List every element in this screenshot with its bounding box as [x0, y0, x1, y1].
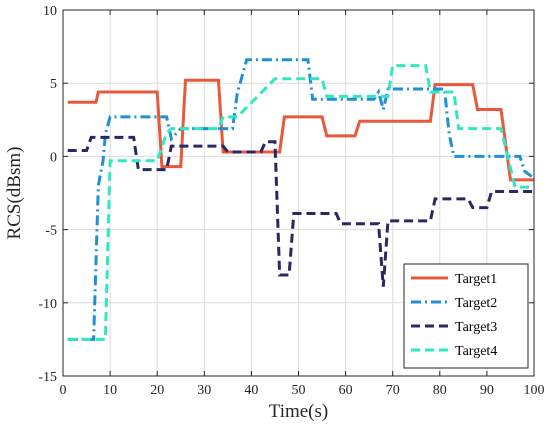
y-tick-label: -10	[38, 297, 57, 312]
y-tick-label: -15	[38, 370, 57, 385]
y-tick-label: -5	[45, 224, 57, 239]
x-tick-label: 40	[244, 383, 258, 398]
legend-label-target4: Target4	[455, 344, 497, 359]
axis-ticks: 0 10 20 30 40 50 60 70 80 90 100 -15 -10 -5 0 5 10	[38, 4, 544, 398]
x-tick-label: 20	[150, 383, 164, 398]
series-group	[67, 58, 535, 341]
x-tick-label: 0	[60, 383, 67, 398]
x-tick-label: 30	[197, 383, 211, 398]
y-axis-title: RCS(dBsm)	[4, 147, 25, 240]
x-tick-label: 50	[292, 383, 306, 398]
y-tick-label: 10	[43, 4, 57, 19]
legend-entry-target4: Target4	[411, 344, 497, 359]
x-tick-label: 60	[339, 383, 353, 398]
legend: Target1 Target2 Target3 Target4	[403, 263, 529, 369]
x-tick-label: 90	[480, 383, 494, 398]
legend-box	[403, 263, 529, 369]
x-tick-label: 10	[103, 383, 117, 398]
series-line-target1	[67, 78, 534, 182]
legend-entry-target2: Target2	[411, 296, 497, 311]
series-line-target2	[67, 58, 535, 341]
series-line-target3	[67, 135, 534, 287]
legend-entry-target1: Target1	[411, 272, 497, 287]
x-axis-title: Time(s)	[269, 401, 328, 422]
series-line-target4	[67, 64, 534, 341]
y-tick-label: 0	[50, 150, 57, 165]
legend-entry-target3: Target3	[411, 320, 497, 335]
legend-label-target2: Target2	[455, 296, 497, 311]
x-tick-label: 70	[386, 383, 400, 398]
y-tick-label: 5	[50, 77, 57, 92]
legend-label-target1: Target1	[455, 272, 497, 287]
x-tick-label: 100	[524, 383, 545, 398]
x-tick-label: 80	[433, 383, 447, 398]
legend-label-target3: Target3	[455, 320, 497, 335]
